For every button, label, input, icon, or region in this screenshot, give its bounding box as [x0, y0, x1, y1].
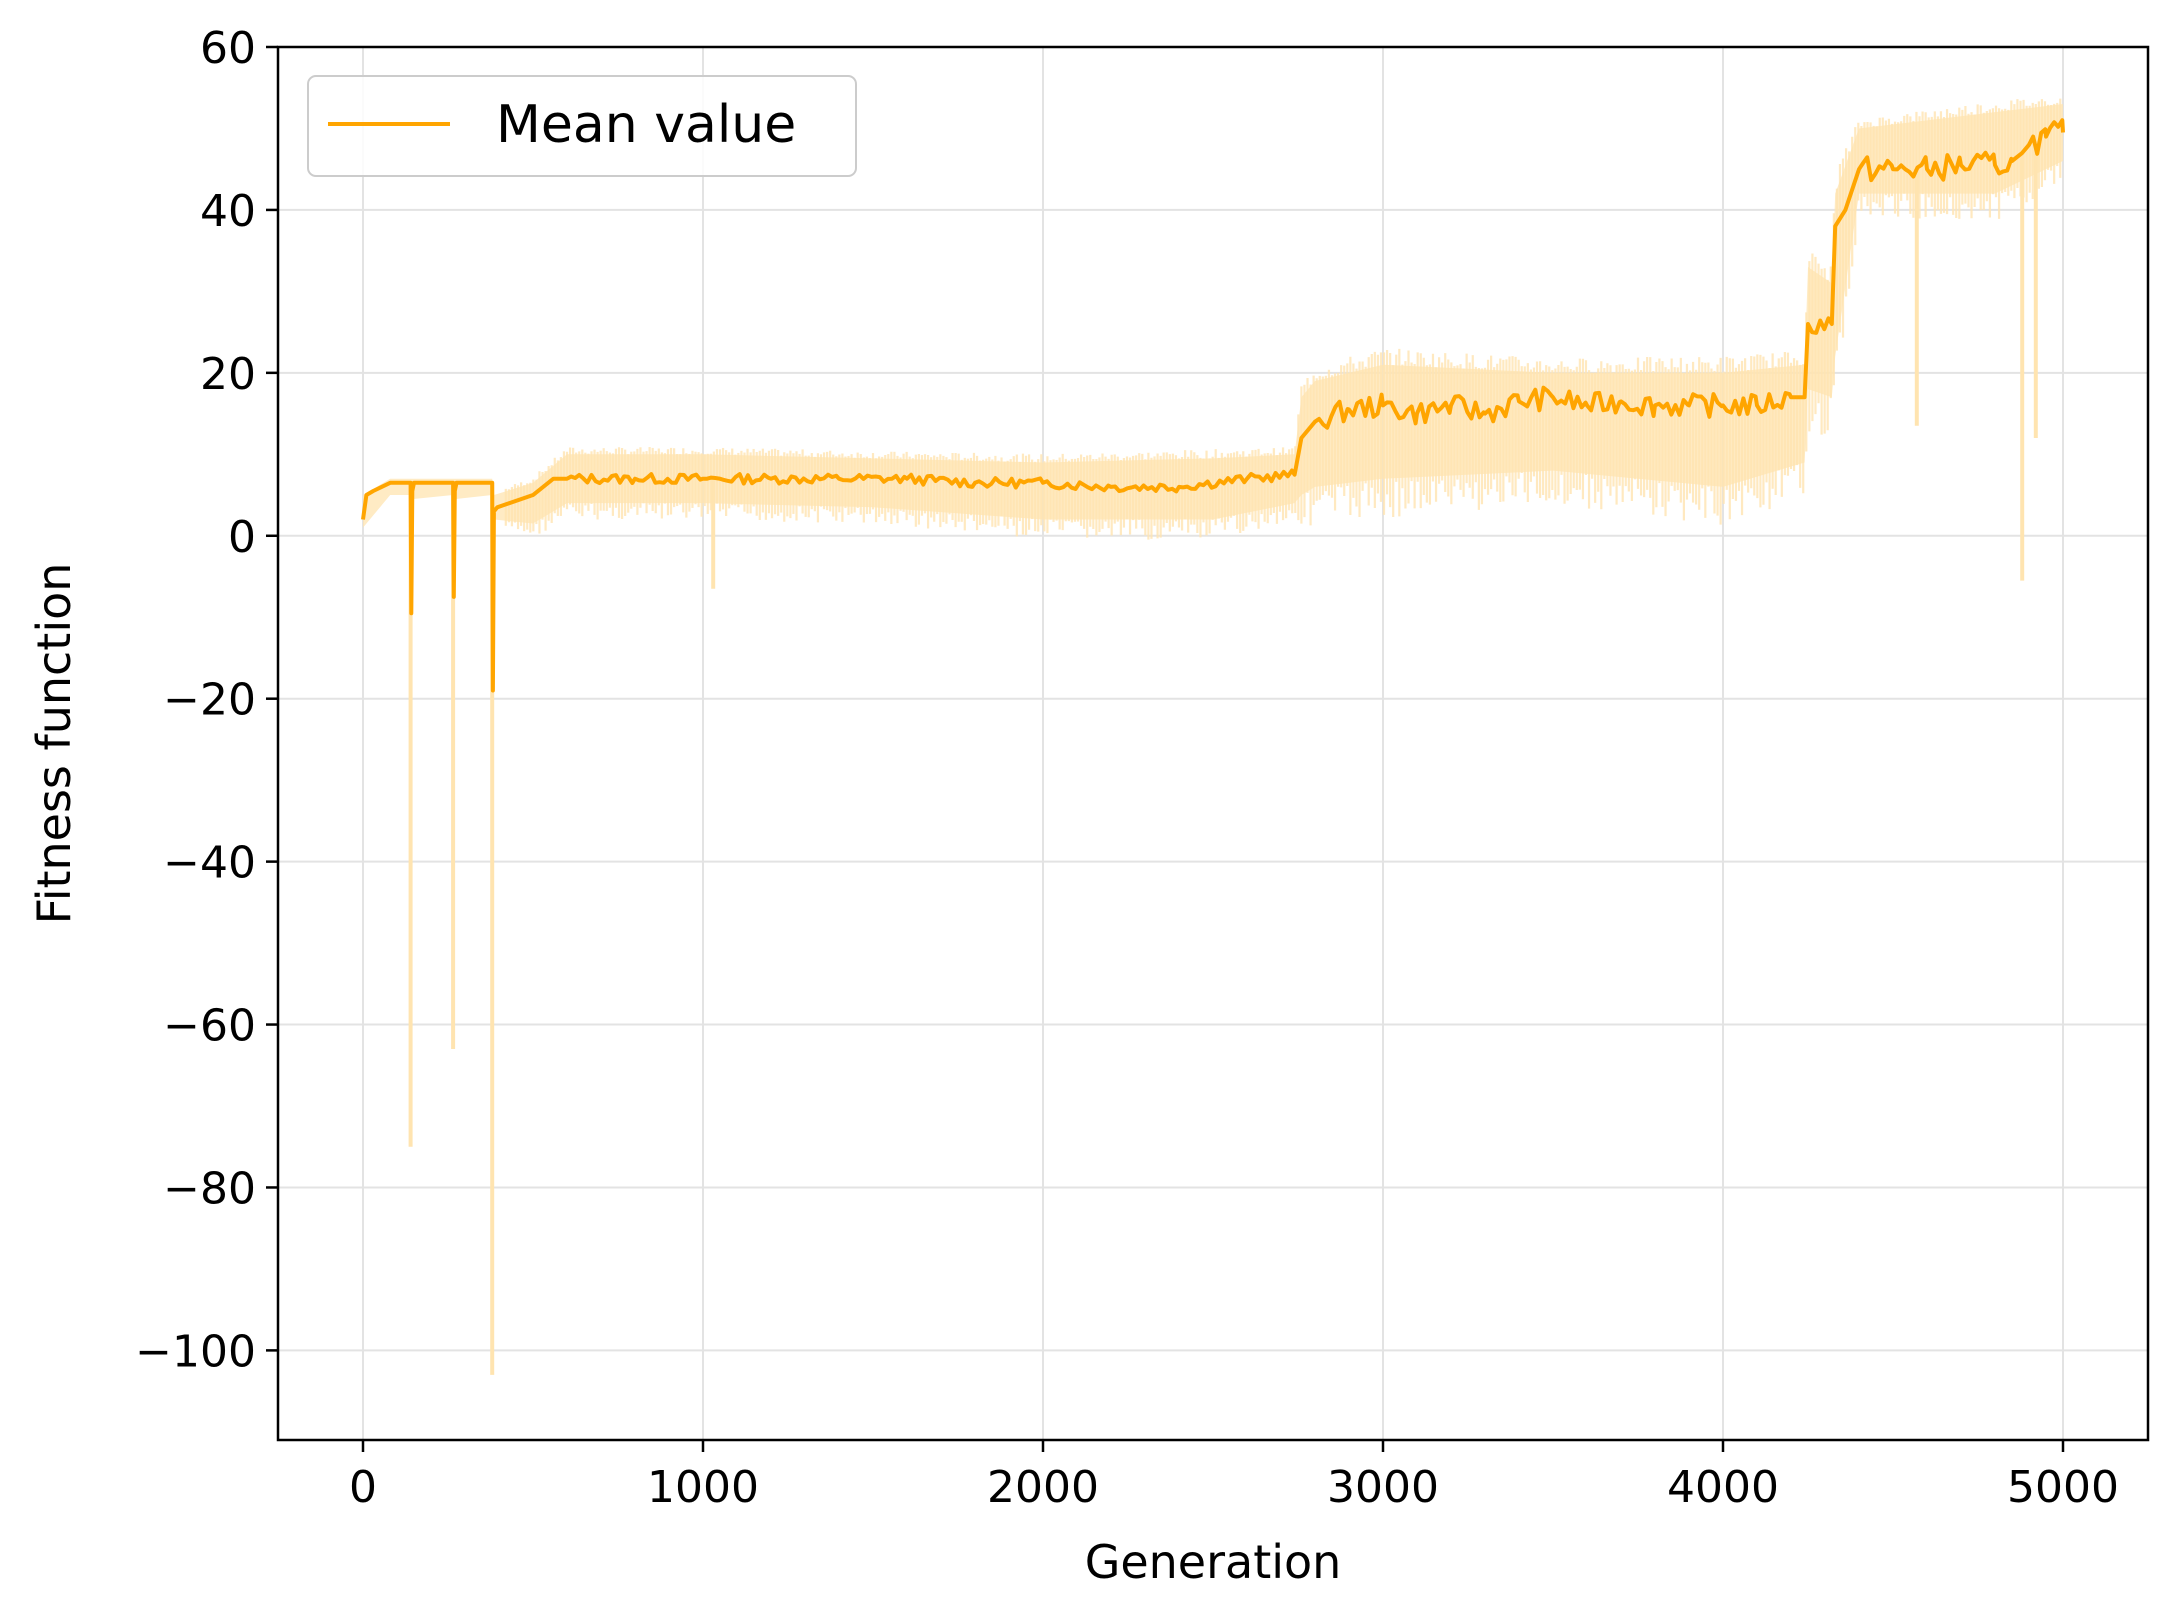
x-tick-label: 1000: [647, 1462, 759, 1513]
y-tick-label: −80: [163, 1163, 256, 1214]
y-tick-label: −20: [163, 675, 256, 726]
y-tick-label: −40: [163, 838, 256, 889]
x-tick-label: 2000: [987, 1462, 1099, 1513]
x-tick-label: 4000: [1667, 1462, 1779, 1513]
y-tick-label: 60: [200, 23, 256, 74]
legend-label-mean: Mean value: [496, 95, 796, 155]
x-tick-label: 5000: [2007, 1462, 2119, 1513]
x-tick-label: 3000: [1327, 1462, 1439, 1513]
y-tick-label: 20: [200, 349, 256, 400]
x-tick-label: 0: [349, 1462, 377, 1513]
mean-value-line: [361, 118, 2065, 693]
y-tick-label: 40: [200, 186, 256, 237]
ticks-layer: 0 1000 2000 3000 4000 5000 −100 −80 −60 −40 −20 0 20…: [135, 23, 2119, 1513]
y-tick-label: 0: [228, 512, 256, 563]
axes-layer: [276, 45, 2150, 1442]
legend-box: [307, 75, 857, 177]
x-axis-label: Generation: [1085, 1535, 1342, 1589]
y-tick-label: −60: [163, 1001, 256, 1052]
y-axis-label: Fitness function: [27, 563, 81, 925]
y-tick-label: −100: [135, 1326, 256, 1377]
legend: Mean value: [307, 75, 857, 177]
mean-line-layer: [361, 118, 2065, 693]
axes-frame: [276, 45, 2150, 1442]
